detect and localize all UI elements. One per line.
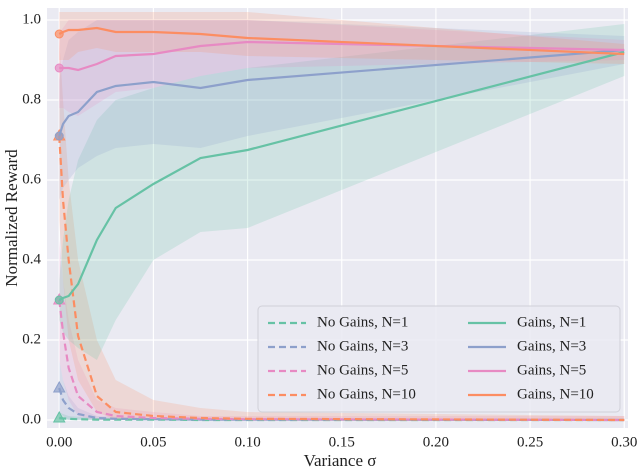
x-tick-label: 0.10 xyxy=(234,434,260,450)
point-marker xyxy=(54,63,64,73)
y-tick-label: 0.6 xyxy=(22,171,41,187)
point-marker xyxy=(52,380,66,393)
point-marker xyxy=(54,295,64,305)
y-axis-label: Normalized Reward xyxy=(2,149,21,287)
series-line xyxy=(58,387,625,422)
x-tick-label: 0.05 xyxy=(140,434,166,450)
x-tick-label: 0.15 xyxy=(329,434,355,450)
confidence-band xyxy=(59,20,625,116)
series-line xyxy=(59,40,625,72)
legend-label: No Gains, N=3 xyxy=(317,338,408,354)
y-tick-label: 0.4 xyxy=(22,251,41,267)
ticks: 0.0 0.2 0.4 0.6 0.8 1.0 0.00 0.05 0.10 0.15 0.20 0.… xyxy=(22,11,637,450)
legend-label: Gains, N=10 xyxy=(517,386,594,402)
series-line xyxy=(58,48,625,137)
legend-box xyxy=(257,305,621,413)
series-line xyxy=(58,135,625,422)
confidence-band xyxy=(59,40,625,420)
legend-label: Gains, N=1 xyxy=(517,314,586,330)
confidence-band xyxy=(59,12,625,64)
legend-label: No Gains, N=10 xyxy=(317,386,416,402)
point-marker xyxy=(52,410,66,423)
y-tick-label: 0.2 xyxy=(22,331,41,347)
legend-label: No Gains, N=5 xyxy=(317,362,408,378)
legend-label: No Gains, N=1 xyxy=(317,314,408,330)
point-marker xyxy=(54,29,64,39)
legend-label: Gains, N=5 xyxy=(517,362,586,378)
y-tick-label: 0.0 xyxy=(22,411,41,427)
series-line xyxy=(58,50,625,301)
x-tick-label: 0.20 xyxy=(423,434,449,450)
confidence-band xyxy=(59,24,625,360)
legend-label: Gains, N=3 xyxy=(517,338,586,354)
lines xyxy=(52,26,625,423)
legend: No Gains, N=1 No Gains, N=3 No Gains, N=5 N… xyxy=(257,305,621,413)
x-tick-label: 0.30 xyxy=(611,434,637,450)
x-tick-label: 0.00 xyxy=(46,434,72,450)
series-line xyxy=(58,26,625,56)
point-marker xyxy=(54,131,64,141)
x-tick-label: 0.25 xyxy=(517,434,543,450)
y-tick-label: 0.8 xyxy=(22,91,41,107)
y-tick-label: 1.0 xyxy=(22,11,41,27)
series-line xyxy=(59,416,625,422)
bands xyxy=(59,12,625,420)
x-axis-label: Variance σ xyxy=(304,451,377,470)
series-line xyxy=(58,299,625,422)
confidence-band xyxy=(59,20,625,200)
